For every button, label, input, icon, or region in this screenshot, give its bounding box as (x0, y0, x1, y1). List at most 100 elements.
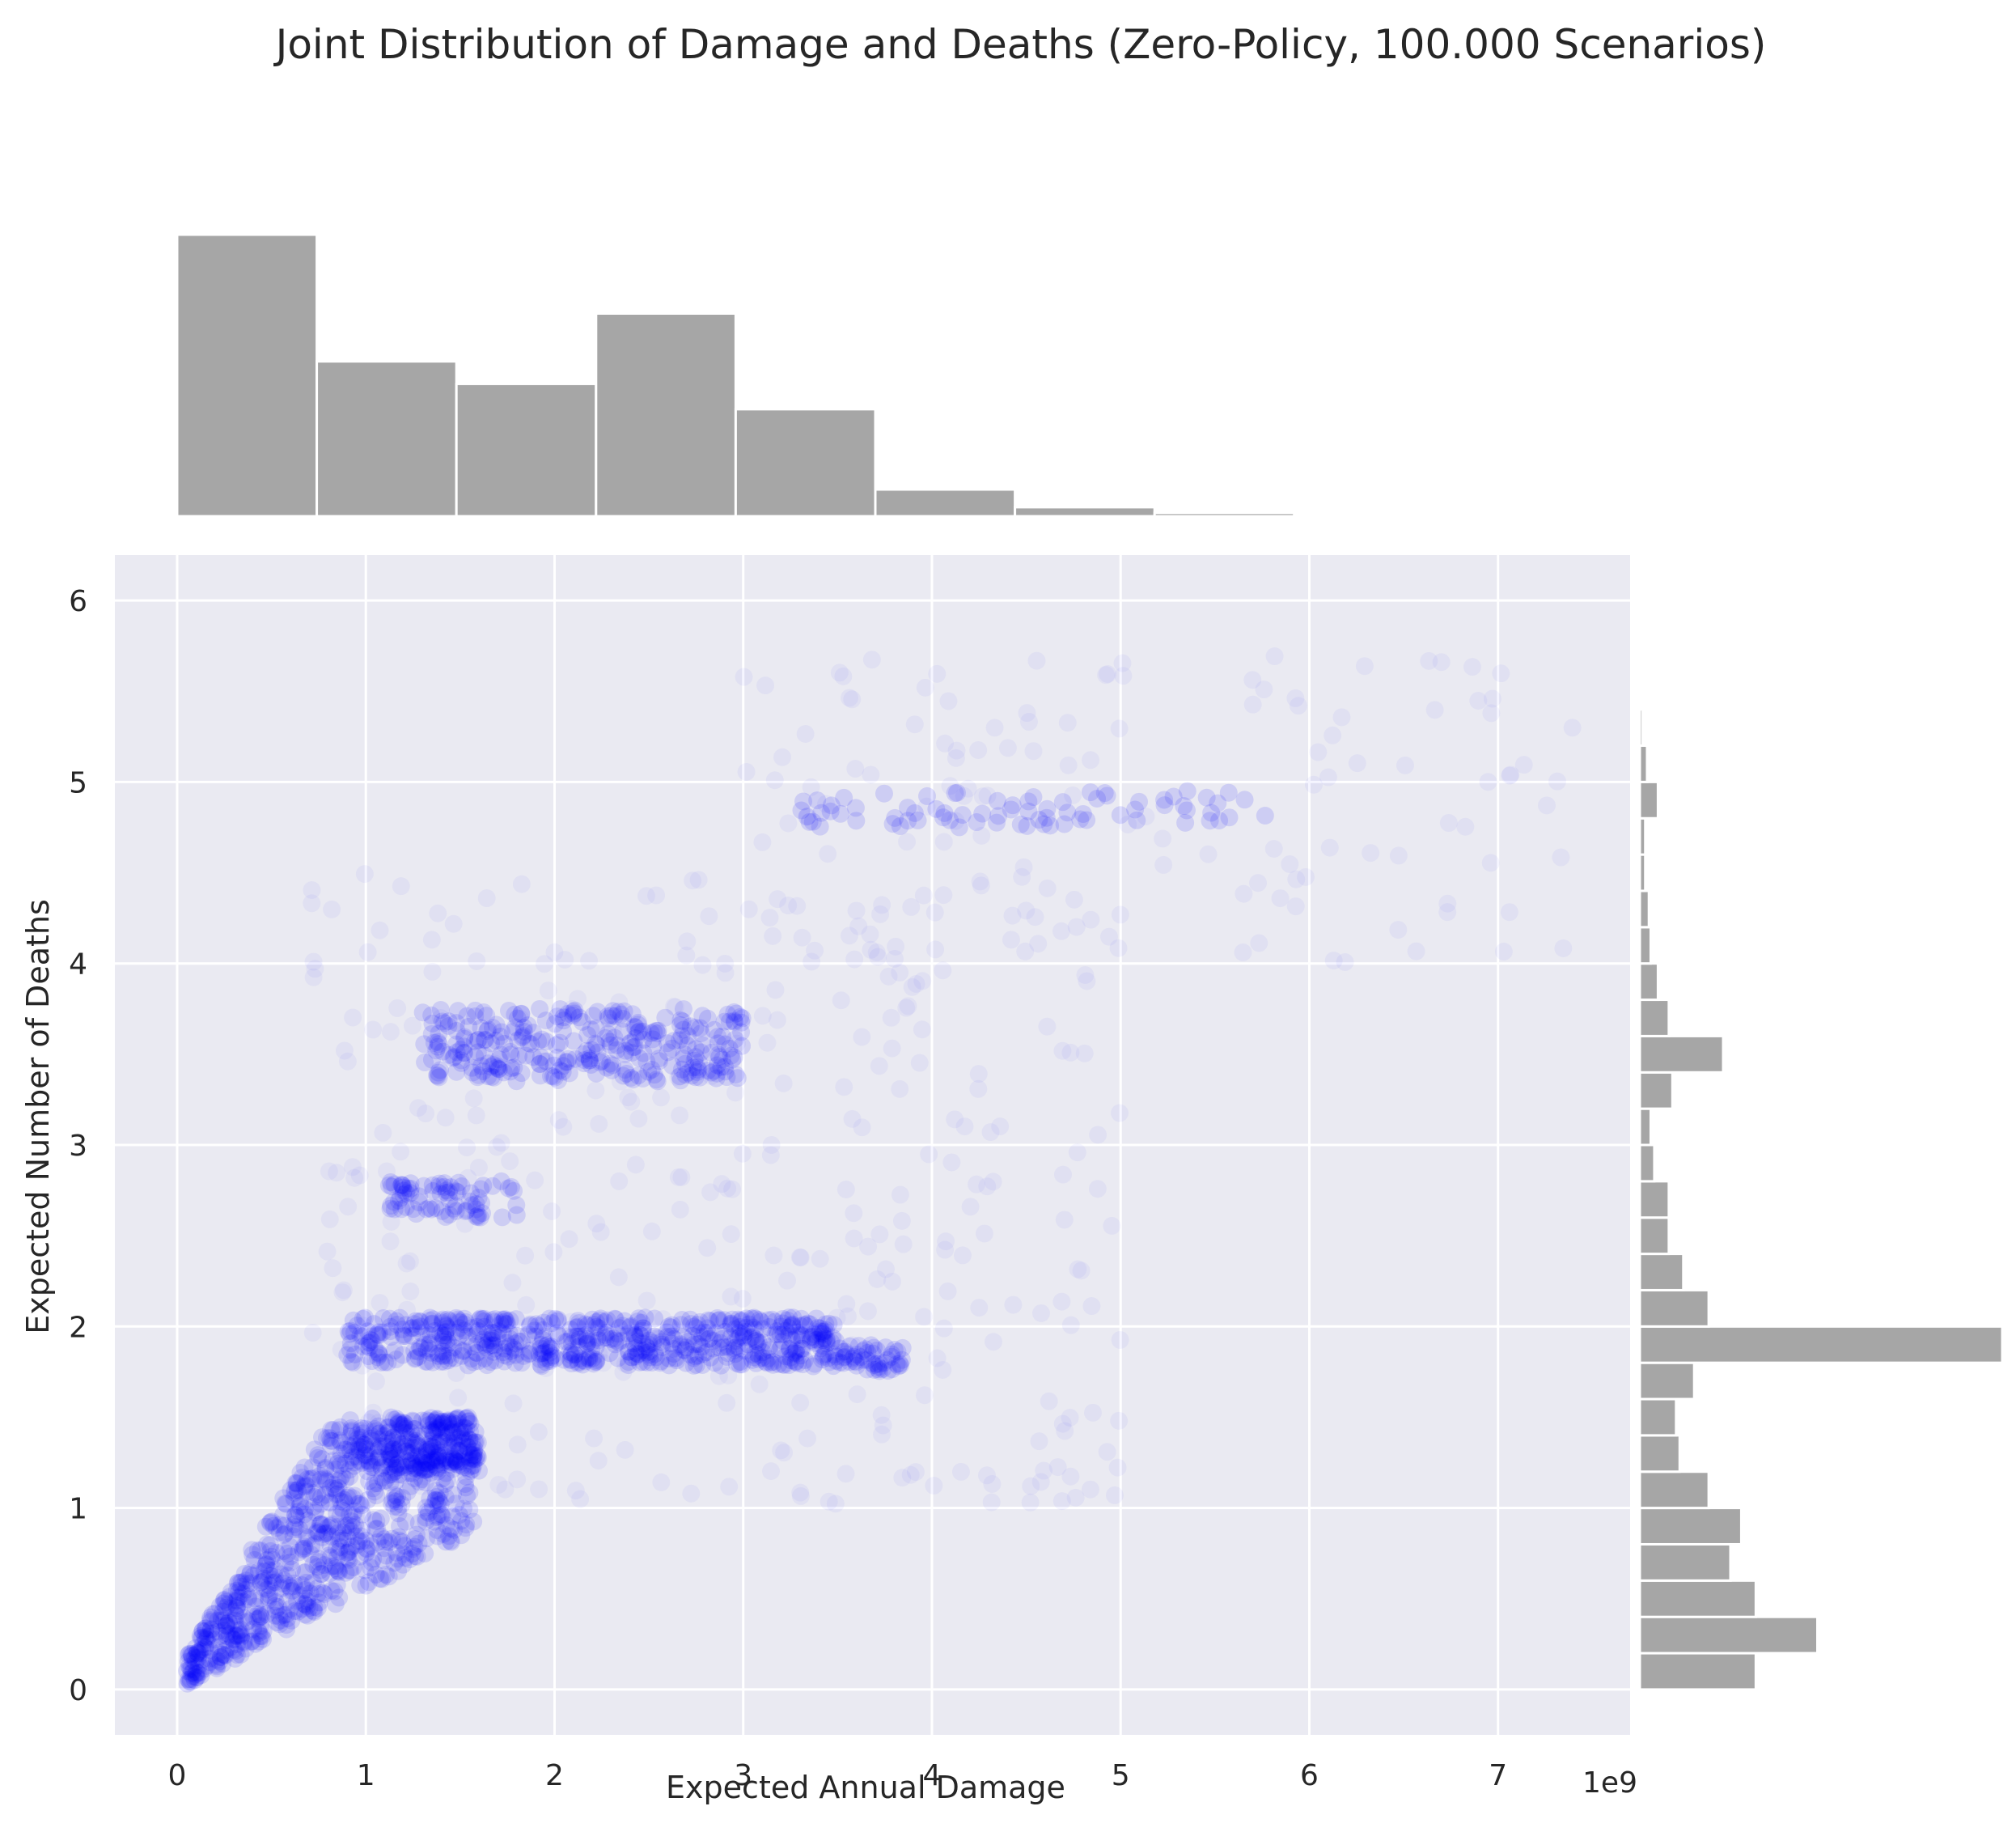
scatter-point (294, 1541, 312, 1559)
x-axis-label: Expected Annual Damage (666, 1770, 1065, 1805)
scatter-point (241, 1565, 260, 1584)
scatter-point (455, 1475, 474, 1494)
scatter-point (426, 1456, 445, 1474)
scatter-point (414, 1453, 433, 1472)
scatter-point (331, 1538, 349, 1557)
scatter-point (435, 1449, 454, 1468)
damage-hist-bar (595, 312, 737, 518)
scatter-point (991, 1117, 1010, 1136)
scatter-point (591, 1311, 609, 1329)
scatter-point (415, 1461, 434, 1479)
scatter-point (338, 1488, 357, 1507)
scatter-point (539, 982, 557, 1000)
scatter-point (659, 1034, 677, 1053)
scatter-point (811, 1322, 830, 1341)
scatter-point (524, 1024, 543, 1042)
scatter-point (306, 1535, 324, 1554)
scatter-point (417, 1454, 436, 1473)
scatter-point (760, 909, 779, 927)
scatter-point (783, 1316, 802, 1334)
scatter-point (588, 1043, 607, 1062)
scatter-point (380, 1465, 399, 1484)
scatter-point (1178, 801, 1196, 820)
scatter-point (415, 1335, 434, 1354)
scatter-point (282, 1582, 301, 1601)
scatter-point (346, 1435, 365, 1453)
scatter-point (214, 1602, 232, 1621)
scatter-point (182, 1647, 201, 1665)
scatter-point (488, 1058, 506, 1077)
scatter-point (320, 1546, 338, 1565)
scatter-point (831, 1339, 849, 1358)
scatter-point (231, 1626, 249, 1644)
scatter-point (296, 1475, 315, 1494)
scatter-point (678, 1037, 697, 1055)
scatter-point (1219, 783, 1238, 802)
scatter-point (378, 1430, 396, 1448)
scatter-point (399, 1179, 417, 1198)
scatter-point (701, 1312, 719, 1330)
scatter-point (603, 1006, 621, 1024)
scatter-point (731, 1318, 749, 1337)
scatter-point (354, 1309, 372, 1328)
scatter-point (309, 1448, 328, 1467)
scatter-point (342, 1436, 361, 1455)
scatter-point (391, 1308, 409, 1327)
scatter-point (190, 1644, 209, 1663)
scatter-point (883, 1272, 902, 1291)
scatter-point (1407, 942, 1425, 960)
scatter-point (747, 1332, 765, 1350)
scatter-point (614, 1363, 633, 1381)
scatter-point (392, 1435, 410, 1454)
scatter-point (640, 1335, 659, 1354)
scatter-point (419, 1416, 438, 1435)
scatter-point (406, 1547, 425, 1566)
scatter-point (862, 940, 880, 959)
scatter-point (359, 1413, 378, 1431)
scatter-point (281, 1537, 299, 1556)
scatter-point (1271, 889, 1290, 908)
scatter-point (360, 1472, 379, 1490)
scatter-point (339, 1436, 358, 1455)
scatter-point (578, 1335, 596, 1354)
scatter-point (1078, 811, 1096, 829)
scatter-point (636, 1308, 654, 1327)
scatter-point (282, 1481, 300, 1499)
scatter-point (531, 1054, 549, 1073)
scatter-point (753, 833, 772, 851)
scatter-point (616, 1355, 634, 1373)
scatter-point (324, 1475, 343, 1494)
scatter-point (426, 1448, 445, 1467)
scatter-point (349, 1495, 367, 1513)
scatter-point (534, 1321, 553, 1339)
scatter-point (794, 1315, 813, 1334)
scatter-point (654, 1310, 672, 1329)
scatter-point (934, 808, 952, 827)
scatter-point (847, 812, 866, 830)
scatter-point (404, 1200, 422, 1219)
scatter-point (404, 1457, 423, 1475)
scatter-point (1002, 800, 1020, 819)
scatter-point (320, 1210, 339, 1228)
scatter-point (601, 1054, 620, 1073)
scatter-point (382, 1446, 400, 1465)
scatter-point (626, 1347, 645, 1366)
scatter-point (927, 799, 946, 818)
scatter-point (403, 1016, 421, 1035)
scatter-point (733, 1144, 752, 1163)
scatter-point (373, 1469, 392, 1487)
scatter-point (649, 1330, 667, 1349)
scatter-point (718, 1005, 737, 1024)
scatter-point (640, 1346, 659, 1364)
scatter-point (870, 1225, 889, 1244)
scatter-point (722, 1046, 740, 1065)
scatter-point (429, 1451, 447, 1469)
scatter-point (197, 1656, 216, 1675)
scatter-point (280, 1576, 299, 1595)
scatter-point (395, 1414, 413, 1432)
scatter-point (434, 1415, 452, 1434)
scatter-point (700, 1329, 718, 1348)
scatter-point (275, 1571, 294, 1590)
scatter-point (634, 1353, 653, 1372)
scatter-point (444, 1199, 463, 1218)
